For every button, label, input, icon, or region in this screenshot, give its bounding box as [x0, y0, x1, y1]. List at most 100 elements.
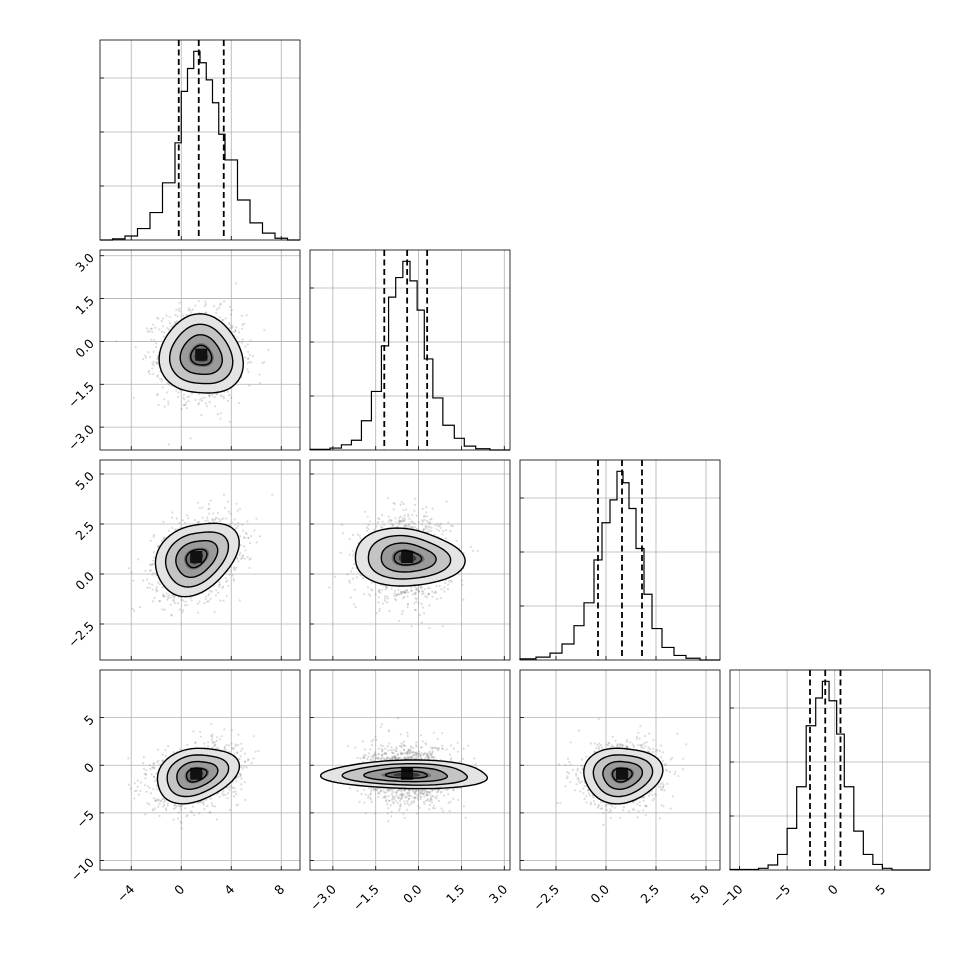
- scatter-point: [158, 814, 161, 818]
- scatter-point: [214, 518, 217, 521]
- scatter-point: [228, 785, 231, 788]
- scatter-point: [419, 585, 422, 588]
- scatter-point: [241, 523, 244, 526]
- scatter-point: [211, 733, 214, 736]
- scatter-point: [220, 395, 223, 398]
- scatter-point: [222, 790, 225, 793]
- scatter-point: [376, 521, 380, 524]
- scatter-point: [418, 521, 421, 524]
- scatter-point: [423, 612, 426, 615]
- scatter-point: [165, 809, 168, 812]
- scatter-point: [163, 608, 166, 611]
- scatter-point: [218, 585, 221, 589]
- scatter-point: [385, 585, 388, 588]
- scatter-point: [227, 584, 230, 587]
- scatter-point: [353, 552, 356, 555]
- scatter-point: [144, 356, 148, 359]
- scatter-point: [204, 311, 207, 314]
- scatter-point: [421, 507, 424, 510]
- scatter-point: [154, 588, 158, 591]
- scatter-point: [425, 596, 428, 599]
- scatter-point: [144, 569, 147, 572]
- scatter-point: [214, 743, 217, 746]
- scatter-point: [162, 594, 165, 598]
- scatter-point: [418, 590, 421, 593]
- scatter-point: [429, 521, 432, 525]
- scatter-point: [208, 507, 211, 510]
- scatter-point: [402, 597, 405, 600]
- scatter-point: [445, 537, 448, 540]
- scatter-point: [163, 595, 166, 598]
- scatter-point: [151, 562, 154, 566]
- scatter-point: [238, 507, 241, 510]
- scatter-point: [228, 322, 231, 325]
- hist-frame-3: [729, 669, 931, 871]
- scatter-point: [178, 310, 181, 313]
- scatter-point: [194, 304, 197, 307]
- scatter-point: [393, 594, 396, 598]
- scatter-point: [211, 740, 214, 743]
- scatter-point: [149, 569, 152, 572]
- scatter-point: [232, 578, 235, 581]
- scatter-point: [428, 525, 431, 528]
- scatter-point: [219, 520, 222, 523]
- scatter-point: [439, 526, 442, 530]
- scatter-point: [248, 353, 251, 356]
- scatter-point: [415, 600, 418, 603]
- scatter-point: [167, 596, 170, 600]
- scatter-point: [225, 517, 228, 520]
- scatter-point: [395, 593, 398, 596]
- scatter-point: [412, 522, 415, 525]
- scatter-point: [424, 525, 427, 529]
- scatter-point: [156, 358, 159, 361]
- scatter-point: [155, 772, 158, 775]
- scatter-point: [209, 597, 212, 601]
- scatter-point: [451, 525, 454, 528]
- scatter-point: [166, 804, 169, 807]
- scatter-point: [413, 585, 416, 588]
- scatter-point: [246, 556, 249, 559]
- scatter-point: [368, 520, 372, 523]
- scatter-point: [183, 403, 186, 407]
- scatter-point: [234, 282, 238, 285]
- scatter-point: [168, 315, 171, 318]
- scatter-point: [378, 607, 381, 610]
- scatter-point: [132, 579, 135, 582]
- scatter-point: [161, 759, 164, 762]
- scatter-point: [174, 806, 177, 809]
- scatter-point: [425, 511, 428, 514]
- scatter-point: [184, 521, 187, 525]
- scatter-point: [436, 522, 439, 526]
- scatter-point: [393, 589, 396, 592]
- scatter-point: [155, 361, 158, 364]
- scatter-point: [378, 609, 381, 613]
- scatter-point: [180, 598, 183, 601]
- scatter-point: [236, 557, 239, 560]
- scatter-point: [427, 592, 430, 596]
- scatter-point: [450, 524, 453, 527]
- scatter-point: [401, 612, 404, 616]
- scatter-point: [172, 596, 175, 599]
- scatter-point: [367, 527, 370, 530]
- scatter-point: [413, 526, 416, 529]
- scatter-point: [228, 523, 231, 526]
- scatter-panel-1-0: [99, 249, 301, 451]
- scatter-point: [377, 588, 380, 591]
- scatter-point: [146, 586, 149, 589]
- scatter-point: [388, 518, 391, 522]
- scatter-point: [415, 527, 418, 530]
- scatter-point: [243, 765, 246, 768]
- scatter-point: [418, 613, 422, 617]
- scatter-point: [162, 538, 165, 541]
- scatter-point: [129, 787, 132, 790]
- scatter-point: [417, 589, 420, 592]
- scatter-point: [235, 792, 238, 796]
- scatter-point: [375, 525, 378, 528]
- scatter-point: [235, 780, 238, 783]
- scatter-point: [130, 571, 133, 574]
- scatter-point: [398, 520, 401, 524]
- scatter-point: [358, 534, 361, 538]
- scatter-point: [234, 523, 237, 526]
- scatter-point: [166, 598, 169, 601]
- scatter-point: [433, 533, 436, 536]
